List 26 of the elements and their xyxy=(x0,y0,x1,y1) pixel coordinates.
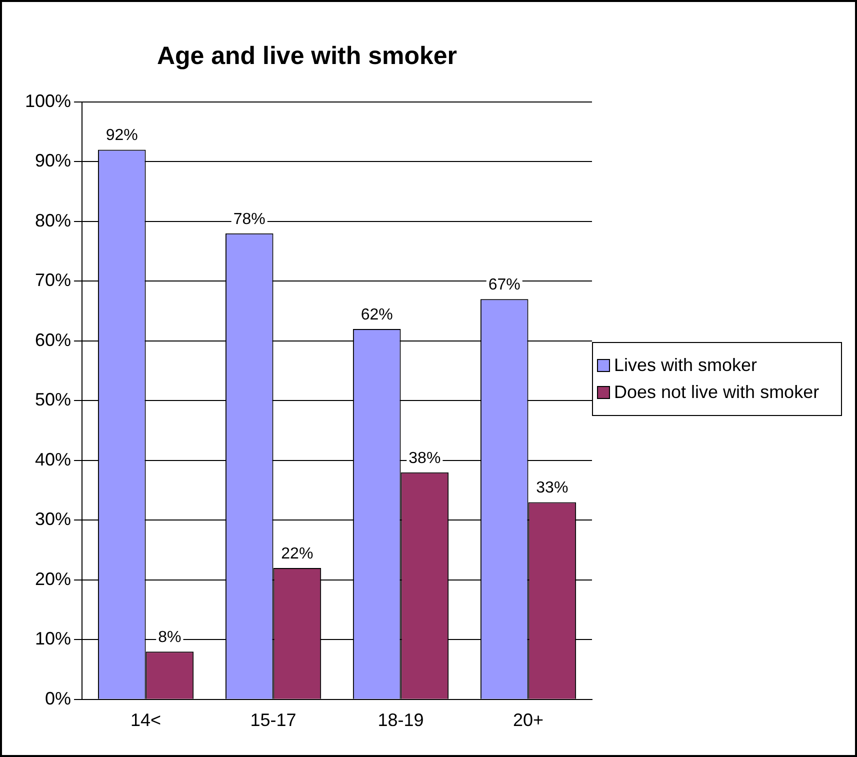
x-tick-label: 20+ xyxy=(512,710,544,730)
y-tick-label: 80% xyxy=(35,210,72,230)
legend-label: Does not live with smoker xyxy=(614,382,820,402)
data-label: 62% xyxy=(360,306,393,324)
y-tick-label: 60% xyxy=(35,330,72,350)
y-tick-label: 90% xyxy=(35,150,72,171)
y-tick-label: 70% xyxy=(35,270,72,290)
y-tick-label: 40% xyxy=(35,449,72,470)
x-tick-label: 14< xyxy=(130,710,162,730)
legend-label: Lives with smoker xyxy=(614,354,758,376)
data-label: 38% xyxy=(408,450,441,467)
data-label: 8% xyxy=(158,629,182,646)
data-label: 22% xyxy=(281,545,314,562)
y-tick-label: 50% xyxy=(35,390,72,410)
data-label: 92% xyxy=(106,127,138,144)
y-tick-label: 20% xyxy=(35,568,72,589)
data-label: 67% xyxy=(488,276,520,294)
y-tick-label: 100% xyxy=(24,90,72,111)
y-tick-label: 10% xyxy=(35,628,72,649)
data-label: 78% xyxy=(233,210,266,228)
x-tick-label: 15-17 xyxy=(250,710,296,730)
chart-title: Age and live with smoker xyxy=(156,42,458,70)
y-tick-label: 0% xyxy=(45,688,72,708)
y-tick-label: 30% xyxy=(35,509,72,530)
data-label: 33% xyxy=(536,480,568,497)
x-tick-label: 18-19 xyxy=(378,710,424,730)
